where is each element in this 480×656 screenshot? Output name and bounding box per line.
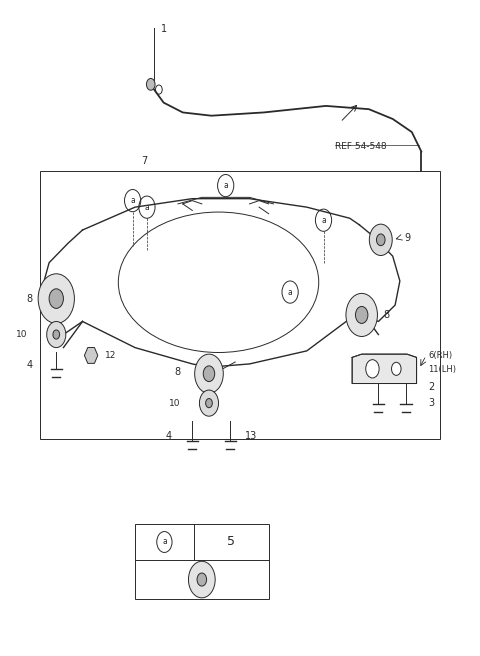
Text: REF 54-548: REF 54-548 (336, 142, 387, 151)
Text: 8: 8 (383, 310, 389, 320)
Circle shape (346, 293, 377, 337)
Circle shape (356, 306, 368, 323)
Text: 1: 1 (161, 24, 168, 34)
Circle shape (369, 224, 392, 255)
Circle shape (195, 354, 223, 394)
Text: a: a (144, 203, 149, 212)
Circle shape (199, 390, 218, 416)
Text: 9: 9 (405, 233, 411, 243)
Text: 7: 7 (142, 156, 148, 166)
Circle shape (392, 362, 401, 375)
Text: 6(RH): 6(RH) (429, 351, 453, 360)
Text: a: a (130, 196, 135, 205)
Text: a: a (162, 537, 167, 546)
Text: 4: 4 (26, 359, 33, 369)
Text: 2: 2 (429, 382, 435, 392)
Text: 8: 8 (26, 294, 33, 304)
Polygon shape (352, 354, 417, 384)
Circle shape (366, 359, 379, 378)
Text: a: a (223, 181, 228, 190)
Circle shape (205, 399, 212, 407)
Text: 4: 4 (166, 431, 172, 441)
Text: 10: 10 (16, 330, 28, 339)
Text: 12: 12 (106, 351, 117, 360)
Text: 8: 8 (174, 367, 180, 377)
Circle shape (47, 321, 66, 348)
Text: 3: 3 (429, 398, 434, 408)
Circle shape (53, 330, 60, 339)
Circle shape (376, 234, 385, 246)
Circle shape (197, 573, 206, 586)
Bar (135, 524, 269, 599)
Circle shape (189, 562, 215, 598)
Circle shape (203, 366, 215, 382)
Text: 5: 5 (227, 535, 235, 548)
Text: 10: 10 (169, 399, 180, 407)
Circle shape (49, 289, 63, 308)
Bar (39, 171, 441, 439)
Text: a: a (288, 287, 292, 297)
Polygon shape (84, 348, 98, 363)
Circle shape (146, 79, 155, 91)
Text: a: a (321, 216, 326, 225)
Text: 13: 13 (245, 431, 257, 441)
Text: 11(LH): 11(LH) (429, 365, 456, 374)
Circle shape (38, 274, 74, 323)
